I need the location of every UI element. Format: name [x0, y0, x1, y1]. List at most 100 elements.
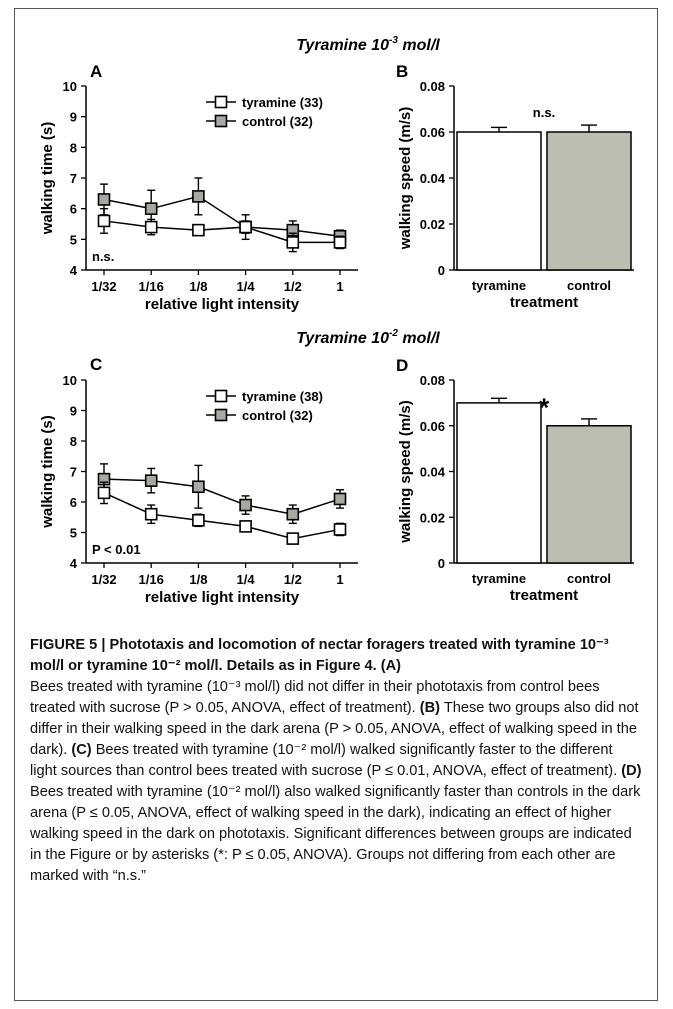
- data-point: [192, 480, 205, 494]
- significance-annotation: P < 0.01: [92, 542, 141, 557]
- y-tick-label: 10: [63, 79, 77, 94]
- data-point: [333, 523, 347, 536]
- y-tick-label: 0: [438, 263, 445, 278]
- significance-annotation: *: [539, 392, 550, 422]
- data-point: [192, 513, 205, 527]
- y-tick-label: 7: [70, 465, 77, 480]
- bar: [546, 425, 632, 564]
- data-point: [97, 193, 111, 206]
- y-axis-label: walking speed (m/s): [397, 400, 414, 544]
- caption-label-b: (B): [419, 700, 441, 716]
- legend-marker: [214, 389, 228, 403]
- data-point: [239, 498, 252, 512]
- y-tick-label: 10: [63, 373, 77, 388]
- figure-caption: FIGURE 5 | Phototaxis and locomotion of …: [30, 635, 642, 887]
- series-line: [103, 220, 340, 244]
- y-tick-label: 0.02: [420, 217, 445, 232]
- data-point: [97, 214, 111, 228]
- x-tick-label: 1/16: [139, 279, 164, 294]
- x-tick-label: 1/4: [237, 279, 256, 294]
- caption-part-d: Bees treated with tyramine (10⁻² mol/l) …: [30, 784, 641, 884]
- bar: [546, 131, 632, 271]
- significance-annotation: n.s.: [92, 249, 114, 264]
- legend-marker: [214, 114, 228, 128]
- chart-panel-b: 0 0.02 0.04 0.06 0.08 tyramine controltreatmen…: [397, 79, 634, 311]
- y-tick-label: 6: [70, 202, 77, 217]
- data-point: [333, 236, 347, 249]
- x-tick-label: 1/32: [91, 279, 116, 294]
- y-tick-label: 5: [70, 526, 77, 541]
- data-point: [97, 486, 111, 500]
- x-tick-label: 1/2: [284, 572, 302, 587]
- x-tick-label: control: [567, 571, 611, 586]
- bar: [456, 402, 542, 564]
- data-point: [286, 532, 300, 545]
- data-point: [144, 474, 158, 487]
- panel-label-b: B: [396, 62, 408, 81]
- figure-panels: Tyramine 10-3 mol/l Tyramine 10-2 mol/l …: [39, 35, 634, 606]
- series-line: [103, 492, 341, 540]
- data-point: [239, 520, 252, 533]
- y-tick-label: 6: [70, 495, 77, 510]
- y-tick-label: 0.08: [420, 373, 445, 388]
- data-point: [286, 236, 300, 249]
- x-tick-label: 1/8: [189, 572, 207, 587]
- x-axis-label: relative light intensity: [145, 296, 300, 313]
- caption-label-c: (C): [71, 742, 92, 758]
- y-axis-label: walking speed (m/s): [397, 107, 414, 251]
- y-tick-label: 0.08: [420, 79, 445, 94]
- panel-label-c: C: [90, 355, 102, 374]
- x-tick-label: 1/32: [91, 572, 116, 587]
- x-tick-label: 1/2: [284, 279, 302, 294]
- y-tick-label: 9: [70, 404, 77, 419]
- y-axis-label: walking time (s): [39, 415, 56, 529]
- y-tick-label: 0.06: [420, 419, 445, 434]
- x-tick-label: control: [567, 278, 611, 293]
- y-tick-label: 0: [438, 556, 445, 571]
- y-tick-label: 0.04: [420, 465, 446, 480]
- section-title-1: Tyramine 10-3 mol/l: [296, 35, 440, 54]
- legend-marker: [214, 95, 228, 109]
- y-tick-label: 8: [70, 434, 77, 449]
- series-line: [103, 195, 341, 238]
- y-tick-label: 4: [70, 556, 78, 571]
- bar: [456, 131, 542, 271]
- y-tick-label: 9: [70, 110, 77, 125]
- caption-label-d: (D): [621, 763, 642, 779]
- y-tick-label: 0.02: [420, 510, 445, 525]
- y-tick-label: 7: [70, 171, 77, 186]
- data-point: [144, 220, 158, 234]
- y-tick-label: 0.04: [420, 171, 446, 186]
- x-tick-label: 1: [336, 572, 343, 587]
- legend-label: control (32): [242, 408, 313, 423]
- x-axis-label: treatment: [510, 587, 578, 604]
- chart-panel-d: 0 0.02 0.04 0.06 0.08 tyramine controltreatmen…: [397, 373, 634, 604]
- y-tick-label: 4: [70, 263, 78, 278]
- chart-panel-c: 4 5 6 7 8 9 10 1/32 1/16 1/8 1/4 1/2 1 relative light…: [39, 373, 358, 606]
- data-point: [239, 220, 252, 234]
- y-tick-label: 8: [70, 140, 77, 155]
- significance-annotation: n.s.: [533, 105, 555, 120]
- panel-label-a: A: [90, 62, 102, 81]
- y-axis-label: walking time (s): [39, 122, 56, 236]
- data-point: [192, 223, 205, 237]
- figure-frame: [14, 8, 658, 1001]
- data-point: [286, 507, 300, 521]
- chart-panel-a: 4 5 6 7 8 9 10 1/32 1/16 1/8 1/4 1/2 1 relative light…: [39, 79, 358, 313]
- x-axis-label: relative light intensity: [145, 589, 300, 606]
- caption-part-a: Bees treated with tyramine (10⁻³ mol/l) …: [30, 679, 600, 716]
- panel-label-d: D: [396, 356, 408, 375]
- legend-marker: [214, 408, 228, 422]
- data-point: [333, 492, 347, 506]
- x-tick-label: tyramine: [472, 278, 526, 293]
- caption-heading: FIGURE 5 | Phototaxis and locomotion of …: [30, 637, 609, 674]
- x-tick-label: 1/4: [237, 572, 256, 587]
- caption-part-b: These two groups also did not differ in …: [30, 700, 639, 758]
- data-point: [144, 507, 158, 521]
- y-tick-label: 5: [70, 232, 77, 247]
- x-tick-label: tyramine: [472, 571, 526, 586]
- x-tick-label: 1/16: [139, 572, 164, 587]
- section-title-2: Tyramine 10-2 mol/l: [296, 328, 440, 347]
- x-tick-label: 1/8: [189, 279, 207, 294]
- series-line: [103, 478, 341, 515]
